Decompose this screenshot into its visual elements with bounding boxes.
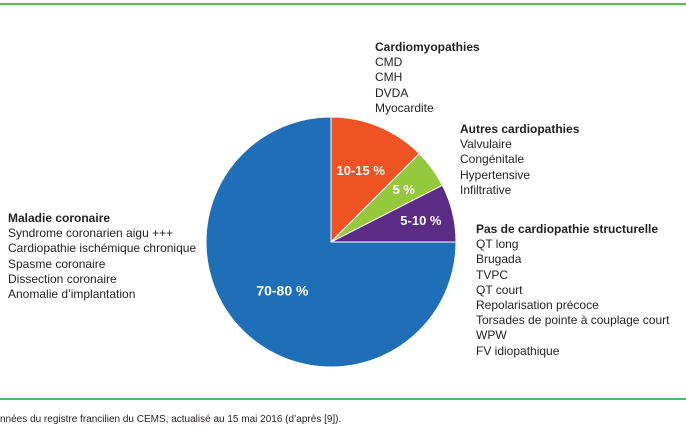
legend-item: Brugada [476,252,522,267]
figure-caption: nnées du registre francilien du CEMS, ac… [0,414,342,425]
legend-item: Syndrome coronarien aigu +++ [8,226,174,241]
legend-item: Dissection coronaire [8,271,117,286]
legend-group-autres-cardiopathies: Autres cardiopathies Valvulaire Congénit… [460,122,579,198]
legend-item: Repolarisation précoce [476,298,599,313]
slice-label-cardiomyopathies: 10-15 % [336,163,385,178]
pie-slice-cardiomyopathies [330,116,421,244]
legend-item: CMH [375,70,403,85]
legend-title-maladie-coronaire: Maladie coronaire [8,211,111,225]
legend-group-pas-de-cardiopathie: Pas de cardiopathie structurelle QT long… [476,222,669,359]
legend-item: Torsades de pointe à couplage court [476,313,670,328]
legend-item: Hypertensive [460,167,531,182]
slice-label-pas_de_cardiopathie: 5-10 % [400,213,442,228]
legend-item: FV idiopathique [476,343,560,358]
slice-label-maladie_coronaire: 70-80 % [256,283,309,299]
bottom-rule [0,398,686,400]
legend-item: Congénitale [460,152,525,167]
legend-item: Cardiopathie ischémique chronique [8,241,197,256]
legend-item: QT long [476,237,519,252]
legend-item: QT court [476,282,523,297]
pie-chart: 10-15 % 5 % 5-10 % 70-80 % [205,116,457,368]
legend-title-pas-de-cardiopathie: Pas de cardiopathie structurelle [476,222,659,236]
legend-item: Infiltrative [460,182,512,197]
legend-title-cardiomyopathies: Cardiomyopathies [375,40,480,54]
legend-item: TVPC [476,267,509,282]
legend-item: Myocardite [375,100,434,115]
legend-item: Anomalie d’implantation [8,287,136,302]
legend-group-maladie-coronaire: Maladie coronaire Syndrome coronarien ai… [8,211,196,302]
pie-slice-maladie_coronaire [205,116,457,368]
legend-group-cardiomyopathies: Cardiomyopathies CMD CMH DVDA Myocardite [375,40,480,116]
legend-item: WPW [476,328,507,343]
legend-item: CMD [375,55,403,70]
top-rule [0,3,686,5]
legend-item: Valvulaire [460,137,512,152]
slice-label-autres_cardiopathies: 5 % [393,182,416,197]
legend-title-autres-cardiopathies: Autres cardiopathies [460,122,580,136]
legend-item: DVDA [375,85,409,100]
legend-item: Spasme coronaire [8,256,106,271]
